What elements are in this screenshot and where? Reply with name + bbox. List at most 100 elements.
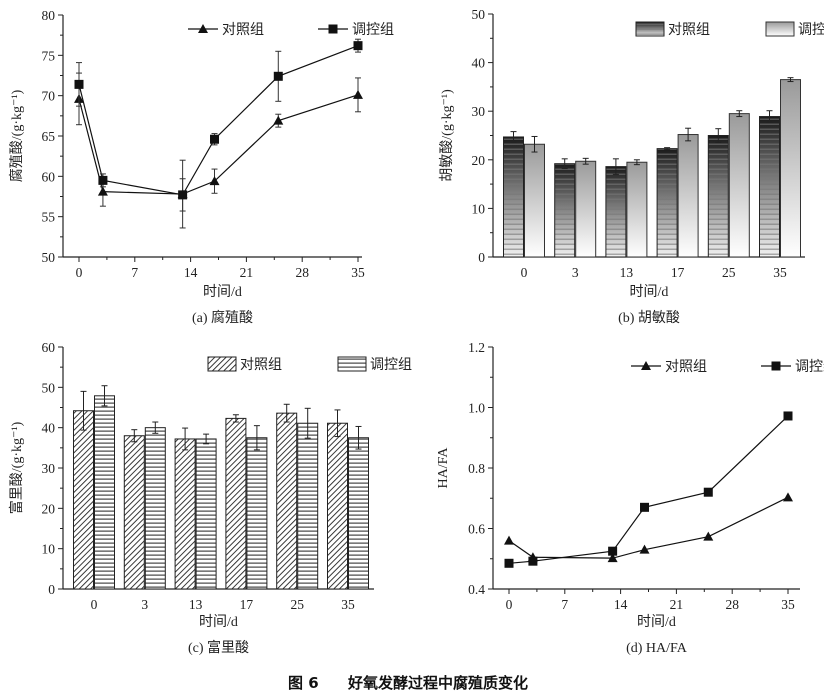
legend-swatch [207, 356, 237, 372]
y-tick-label: 40 [42, 421, 56, 436]
y-axis-label: 腐殖酸/(g·kg⁻¹) [8, 89, 25, 182]
bar [327, 422, 348, 590]
bar [73, 410, 94, 590]
x-tick-label: 35 [341, 597, 355, 612]
bar [195, 438, 217, 590]
data-point-triangle [783, 492, 793, 502]
series-line-2 [508, 415, 789, 564]
figure-caption-title: 好氧发酵过程中腐殖质变化 [347, 674, 528, 692]
bar [174, 438, 196, 590]
data-point-square [528, 556, 538, 566]
data-point-square [640, 502, 650, 512]
y-tick-label: 20 [42, 501, 56, 516]
x-tick-label: 14 [614, 597, 628, 612]
y-tick-label: 20 [472, 153, 486, 168]
data-point-square [353, 41, 363, 51]
y-tick-label: 75 [42, 48, 56, 63]
data-point-triangle [703, 531, 714, 541]
bar [348, 437, 369, 590]
y-tick-label: 60 [42, 340, 56, 355]
data-point-triangle [97, 186, 108, 196]
bar-stripes [554, 163, 576, 258]
data-point-triangle [607, 553, 618, 563]
panel-caption: (d) HA/FA [626, 641, 688, 656]
x-tick-label: 3 [141, 597, 148, 612]
x-tick-label: 3 [572, 265, 579, 280]
data-point-square [98, 175, 108, 185]
series-line-2 [78, 45, 359, 196]
x-tick-label: 17 [671, 265, 685, 280]
bar [728, 113, 750, 258]
bar [246, 437, 268, 590]
legend-swatch [765, 21, 795, 37]
x-tick-label: 21 [670, 597, 684, 612]
x-tick-label: 21 [240, 265, 254, 280]
y-tick-label: 1.2 [468, 340, 485, 355]
legend-label: 调控组 [795, 359, 824, 375]
bar [575, 160, 597, 258]
x-tick-label: 13 [620, 265, 634, 280]
x-tick-label: 17 [240, 597, 254, 612]
bar [144, 427, 166, 590]
legend-label: 对照组 [222, 22, 264, 38]
legend-marker-triangle [198, 24, 208, 33]
bar-stripes [656, 148, 678, 258]
bar-stripes [605, 166, 627, 258]
data-point-triangle [639, 544, 650, 554]
x-tick-label: 14 [184, 265, 198, 280]
bar [780, 79, 801, 258]
y-tick-label: 50 [42, 380, 56, 395]
legend-marker-square [328, 24, 338, 34]
bar [276, 412, 298, 590]
data-point-triangle [209, 176, 220, 186]
legend-label: 对照组 [665, 359, 707, 375]
bar [626, 161, 648, 258]
y-axis-label: 胡敏酸/(g·kg⁻¹) [439, 89, 455, 182]
y-tick-label: 65 [42, 129, 56, 144]
data-point-triangle [353, 89, 363, 99]
x-tick-label: 0 [521, 265, 528, 280]
x-tick-label: 0 [506, 597, 513, 612]
figure-caption-label: 图 6 [288, 674, 319, 692]
bar [94, 395, 115, 590]
legend-label: 调控组 [370, 357, 412, 373]
legend-label: 调控组 [352, 22, 394, 38]
bar [677, 134, 699, 258]
x-tick-label: 0 [91, 597, 98, 612]
bar-stripes [503, 136, 524, 258]
x-axis-label: 时间/d [203, 284, 242, 300]
series-line-1 [508, 496, 789, 559]
data-point-triangle [273, 115, 284, 125]
legend-label: 调控组 [798, 22, 824, 38]
x-tick-label: 35 [773, 265, 787, 280]
panel-caption: (c) 富里酸 [188, 639, 249, 656]
y-tick-label: 0.4 [468, 582, 485, 597]
legend-marker-square [771, 361, 781, 371]
x-tick-label: 0 [76, 265, 83, 280]
x-tick-label: 28 [725, 597, 739, 612]
y-tick-label: 40 [472, 56, 486, 71]
data-point-square [273, 71, 283, 81]
data-point-triangle [504, 535, 514, 545]
x-tick-label: 35 [781, 597, 795, 612]
bar-stripes [759, 116, 780, 258]
y-tick-label: 50 [472, 7, 486, 22]
x-axis-label: 时间/d [630, 284, 669, 300]
data-point-square [703, 487, 713, 497]
y-tick-label: 50 [42, 250, 56, 265]
x-tick-label: 7 [561, 597, 568, 612]
y-tick-label: 80 [42, 8, 56, 23]
legend-label: 对照组 [668, 22, 710, 38]
y-axis-label: HA/FA [436, 447, 451, 489]
y-tick-label: 10 [42, 542, 56, 557]
x-tick-label: 25 [290, 597, 304, 612]
bar [225, 417, 247, 590]
y-tick-label: 0 [48, 582, 55, 597]
data-point-square [783, 411, 793, 421]
y-axis-label: 富里酸/(g·kg⁻¹) [8, 421, 25, 514]
x-tick-label: 7 [131, 265, 138, 280]
data-point-square [210, 134, 220, 144]
y-tick-label: 0.8 [468, 461, 485, 476]
